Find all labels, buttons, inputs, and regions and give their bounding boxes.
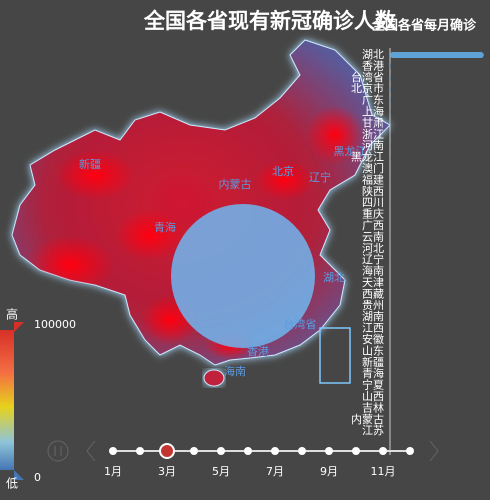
- visual-map-bar: [0, 330, 14, 470]
- y-tick-label: 天津: [362, 276, 384, 289]
- y-tick-label: 安徽: [362, 332, 384, 346]
- map-label: 黑龙江: [334, 145, 367, 158]
- visual-map-high: 高: [6, 307, 18, 322]
- visual-map-low: 低: [6, 477, 18, 491]
- timeline-label: 5月: [212, 465, 230, 478]
- bar: [390, 52, 484, 58]
- y-tick-label: 贵州: [362, 299, 384, 312]
- timeline-point[interactable]: [379, 447, 387, 455]
- y-tick-label: 陕西: [362, 184, 384, 198]
- timeline-label: 3月: [158, 465, 176, 478]
- visual-map-min: 0: [34, 471, 41, 484]
- y-tick-label: 山东: [362, 344, 384, 357]
- y-tick-label: 湖北: [362, 48, 384, 61]
- y-tick-label: 云南: [362, 230, 384, 243]
- title: 全国各省现有新冠确诊人数: [143, 9, 397, 33]
- y-tick-label: 台湾省: [351, 70, 384, 84]
- y-tick-label: 山西: [362, 390, 384, 403]
- timeline-point[interactable]: [244, 447, 252, 455]
- y-tick-label: 新疆: [362, 355, 384, 369]
- timeline-point[interactable]: [109, 447, 117, 455]
- map-label: 内蒙古: [219, 177, 252, 191]
- y-tick-label: 上海: [362, 104, 384, 118]
- timeline-point[interactable]: [159, 443, 175, 459]
- visual-map-max: 100000: [34, 318, 76, 331]
- pause-icon: [54, 446, 62, 456]
- y-tick-label: 吉林: [362, 400, 384, 414]
- y-tick-label: 江苏: [362, 424, 384, 437]
- y-tick-label: 甘肃: [362, 116, 384, 129]
- next-button[interactable]: [429, 440, 439, 462]
- timeline-point[interactable]: [298, 447, 306, 455]
- map-label: 青海: [154, 220, 176, 234]
- visual-map-handle: [14, 322, 24, 332]
- y-tick-label: 黑龙江: [351, 151, 384, 164]
- y-tick-label: 河北: [362, 242, 384, 255]
- timeline-label: 11月: [371, 465, 396, 478]
- timeline-point[interactable]: [406, 447, 414, 455]
- y-tick-label: 辽宁: [362, 252, 384, 266]
- timeline-point[interactable]: [271, 447, 279, 455]
- timeline-label: 7月: [266, 465, 284, 478]
- map-label: 海南: [224, 364, 246, 378]
- y-tick-label: 澳门: [362, 161, 384, 175]
- timeline-point[interactable]: [352, 447, 360, 455]
- timeline-point[interactable]: [136, 447, 144, 455]
- y-tick-label: 河南: [362, 139, 384, 152]
- y-tick-label: 宁夏: [362, 378, 384, 392]
- y-tick-label: 四川: [362, 196, 384, 209]
- map-label: 新疆: [79, 157, 101, 171]
- y-tick-label: 北京市: [351, 81, 384, 95]
- y-tick-label: 广东: [362, 94, 384, 107]
- timeline-point[interactable]: [217, 447, 225, 455]
- y-tick-label: 江西: [362, 322, 384, 335]
- bar-chart-title: 全国各省每月确诊: [371, 18, 477, 34]
- play-button[interactable]: [47, 440, 69, 462]
- timeline-label: 9月: [320, 465, 338, 478]
- y-tick-label: 湖南: [362, 310, 384, 323]
- map-label: 香港: [247, 345, 269, 358]
- timeline-point[interactable]: [325, 447, 333, 455]
- map: [11, 39, 391, 387]
- y-tick-label: 浙江: [362, 128, 384, 141]
- visual-map-handle: [14, 470, 24, 480]
- map-label: 台湾省: [284, 317, 317, 331]
- prev-button[interactable]: [86, 440, 96, 462]
- y-tick-label: 重庆: [362, 207, 384, 221]
- map-label: 辽宁: [309, 170, 331, 184]
- map-label: 湖北: [323, 271, 345, 284]
- y-tick-label: 福建: [362, 172, 384, 186]
- y-tick-label: 内蒙古: [351, 412, 384, 426]
- timeline-label: 1月: [104, 465, 122, 478]
- y-tick-label: 香港: [362, 59, 384, 72]
- y-tick-label: 青海: [362, 366, 384, 380]
- y-tick-label: 西藏: [362, 287, 384, 300]
- map-label: 北京: [272, 164, 294, 178]
- y-tick-label: 海南: [362, 264, 384, 278]
- timeline-point[interactable]: [190, 447, 198, 455]
- y-tick-label: 广西: [362, 219, 384, 232]
